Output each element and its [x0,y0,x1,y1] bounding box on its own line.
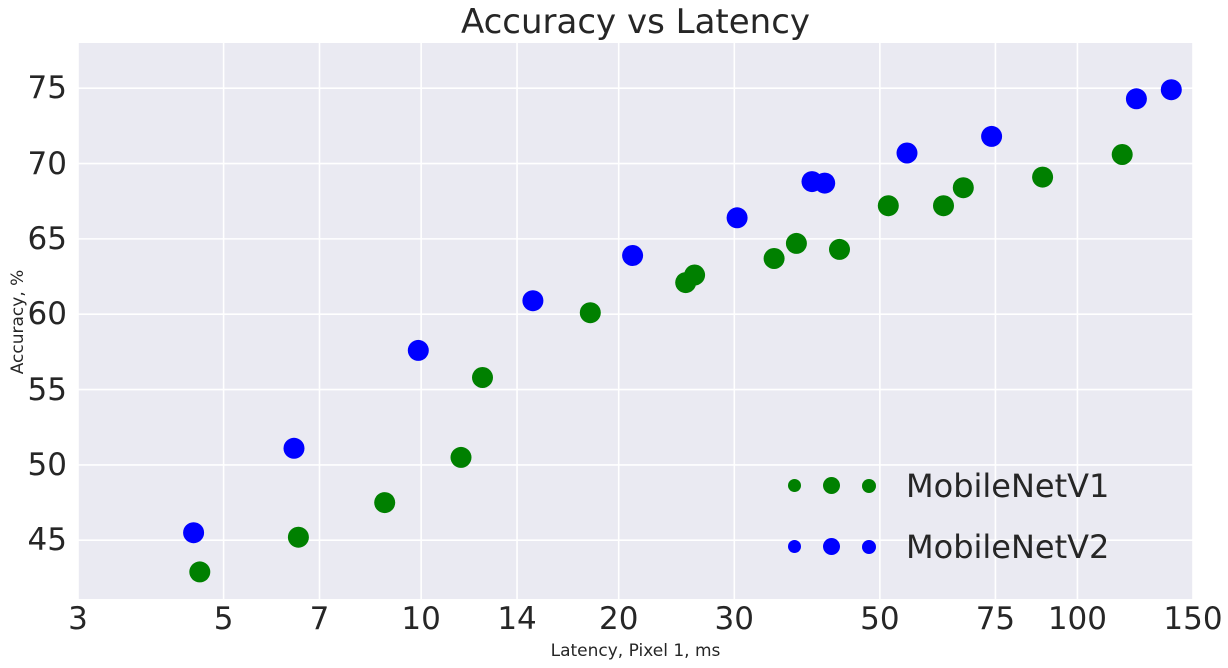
y-tick-label: 75 [27,70,67,107]
data-point-mobilenetv1 [287,526,309,548]
legend-row-mobilenetv2: MobileNetV2 [788,516,1109,577]
data-point-mobilenetv2 [283,437,305,459]
data-point-mobilenetv2 [622,245,644,266]
x-tick-label: 20 [598,601,639,637]
data-point-mobilenetv1 [472,367,493,388]
data-point-mobilenetv2 [1125,88,1147,110]
plot-background [78,43,1193,599]
data-point-mobilenetv1 [1032,166,1054,188]
data-point-mobilenetv1 [952,177,974,199]
data-point-mobilenetv1 [829,238,850,260]
legend-label-mobilenetv2: MobileNetV2 [906,527,1110,566]
data-point-mobilenetv1 [189,561,211,583]
legend-marker-mobilenetv1 [788,477,876,494]
data-point-mobilenetv1 [579,302,601,324]
x-axis-label: Latency, Pixel 1, ms [550,641,721,661]
scatter-dot-icon [862,478,876,493]
y-tick-label: 60 [27,296,67,333]
data-point-mobilenetv1 [933,195,954,217]
scatter-dot-icon [823,538,840,555]
data-point-mobilenetv1 [877,195,899,217]
scatter-dot-icon [788,540,801,553]
data-point-mobilenetv1 [450,446,472,468]
chart-title: Accuracy vs Latency [460,2,811,42]
data-point-mobilenetv2 [522,290,544,312]
y-tick-label: 70 [27,145,67,182]
data-point-mobilenetv1 [785,232,807,254]
legend-marker-mobilenetv2 [788,538,876,555]
data-point-mobilenetv2 [896,142,918,164]
data-point-mobilenetv2 [726,207,748,229]
data-point-mobilenetv1 [763,248,785,269]
data-point-mobilenetv2 [1160,79,1182,101]
x-tick-label: 50 [860,601,900,637]
y-axis-label: Accuracy, % [8,269,28,375]
data-point-mobilenetv2 [407,339,429,361]
x-tick-label: 10 [401,601,441,637]
legend-row-mobilenetv1: MobileNetV1 [788,455,1109,516]
y-tick-label: 50 [27,446,67,483]
x-tick-label: 150 [1163,601,1223,637]
x-tick-label: 5 [213,601,234,637]
x-tick-label: 100 [1047,601,1107,637]
plot-area [78,43,1193,599]
legend-label-mobilenetv1: MobileNetV1 [906,466,1110,505]
legend: MobileNetV1 MobileNetV2 [788,455,1109,577]
y-tick-label: 65 [27,220,67,257]
scatter-dot-icon [862,539,876,554]
y-tick-label: 55 [27,371,67,408]
x-tick-label: 30 [714,601,754,637]
data-point-mobilenetv1 [374,492,396,514]
data-point-mobilenetv1 [1111,144,1133,165]
x-tick-label: 75 [975,601,1016,637]
scatter-dot-icon [823,477,840,494]
data-point-mobilenetv1 [684,264,706,286]
data-point-mobilenetv2 [814,172,836,194]
y-tick-label: 45 [27,522,67,559]
scatter-dot-icon [788,479,801,492]
x-tick-label: 14 [497,601,537,637]
data-point-mobilenetv2 [183,522,205,544]
data-point-mobilenetv2 [981,125,1003,147]
x-tick-label: 3 [68,601,88,637]
x-tick-label: 7 [309,601,330,637]
